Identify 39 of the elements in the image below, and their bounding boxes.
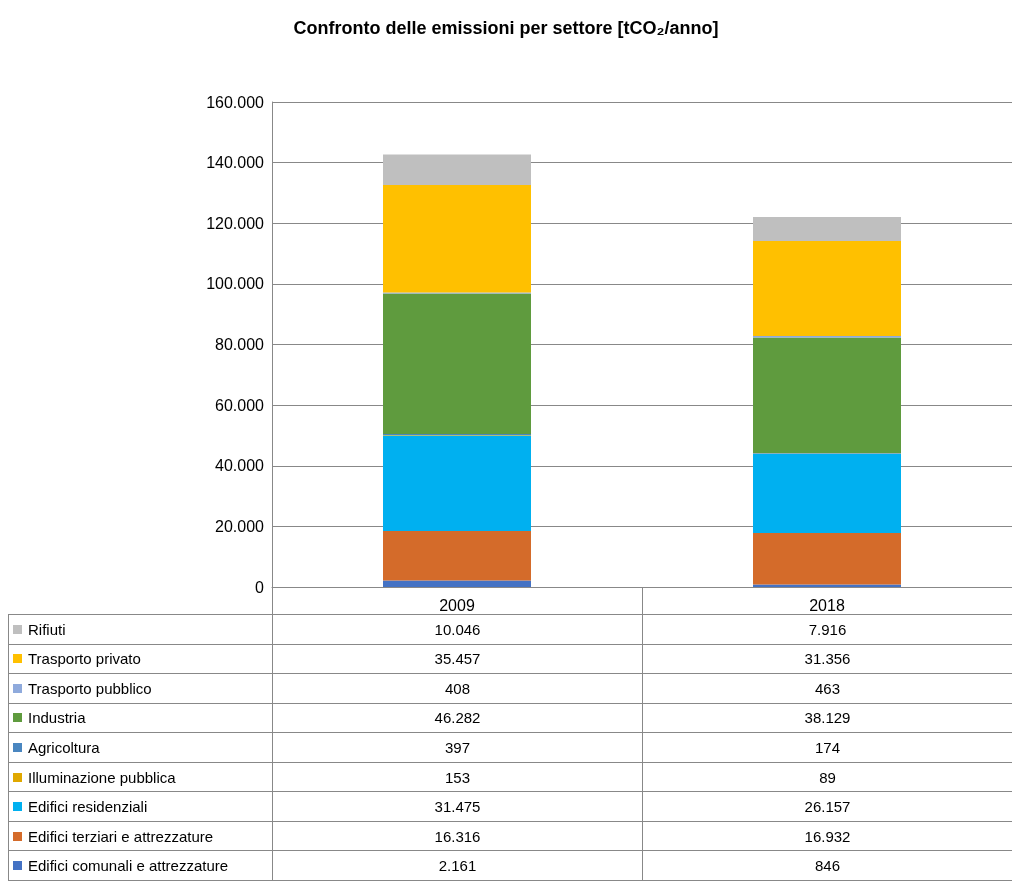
data-label: 31.475 (272, 792, 642, 822)
data-label: 7.916 (642, 615, 1012, 645)
data-label: 846 (642, 851, 1012, 881)
data-label: 174 (642, 733, 1012, 763)
legend-label: Illuminazione pubblica (28, 768, 176, 786)
data-label: 2.161 (272, 851, 642, 881)
data-label: 26.157 (642, 792, 1012, 822)
data-label: 16.932 (642, 821, 1012, 852)
data-label: 397 (272, 733, 642, 763)
legend-label: Rifiuti (28, 620, 66, 638)
legend-label: Industria (28, 709, 86, 727)
x-tick-label: 2009 (439, 596, 475, 614)
y-tick-label: 100.000 (206, 275, 265, 293)
legend-label: Edifici terziari e attrezzature (28, 827, 214, 845)
y-tick-label: 80.000 (215, 336, 265, 353)
data-label: 463 (642, 674, 1012, 704)
data-label: 153 (272, 762, 642, 793)
data-label: 38.129 (642, 703, 1012, 734)
y-tick-label: 140.000 (206, 154, 265, 172)
data-label: 46.282 (272, 703, 642, 734)
legend-label: Edifici comunali e attrezzature (28, 857, 229, 875)
legend-label: Agricoltura (28, 738, 100, 756)
legend-label: Edifici residenziali (28, 798, 148, 816)
legend-label: Trasporto privato (28, 650, 141, 668)
legend-label: Trasporto pubblico (28, 679, 152, 697)
y-tick-label: 120.000 (206, 214, 265, 232)
y-tick-label: 60.000 (215, 396, 265, 414)
y-tick-label: 160.000 (206, 93, 265, 111)
y-tick-label: 20.000 (215, 517, 265, 535)
x-tick-label: 2018 (809, 596, 845, 614)
y-tick-label: 40.000 (215, 457, 265, 475)
chart-title: Confronto delle emissioni per settore [tCO₂/anno] (293, 18, 719, 38)
data-label: 16.316 (272, 821, 642, 852)
y-tick-label: 0 (255, 578, 265, 596)
data-label: 408 (272, 674, 642, 704)
data-label: 10.046 (272, 615, 642, 645)
data-label: 89 (642, 762, 1012, 793)
data-label: 35.457 (272, 644, 642, 675)
data-label: 31.356 (642, 644, 1012, 675)
